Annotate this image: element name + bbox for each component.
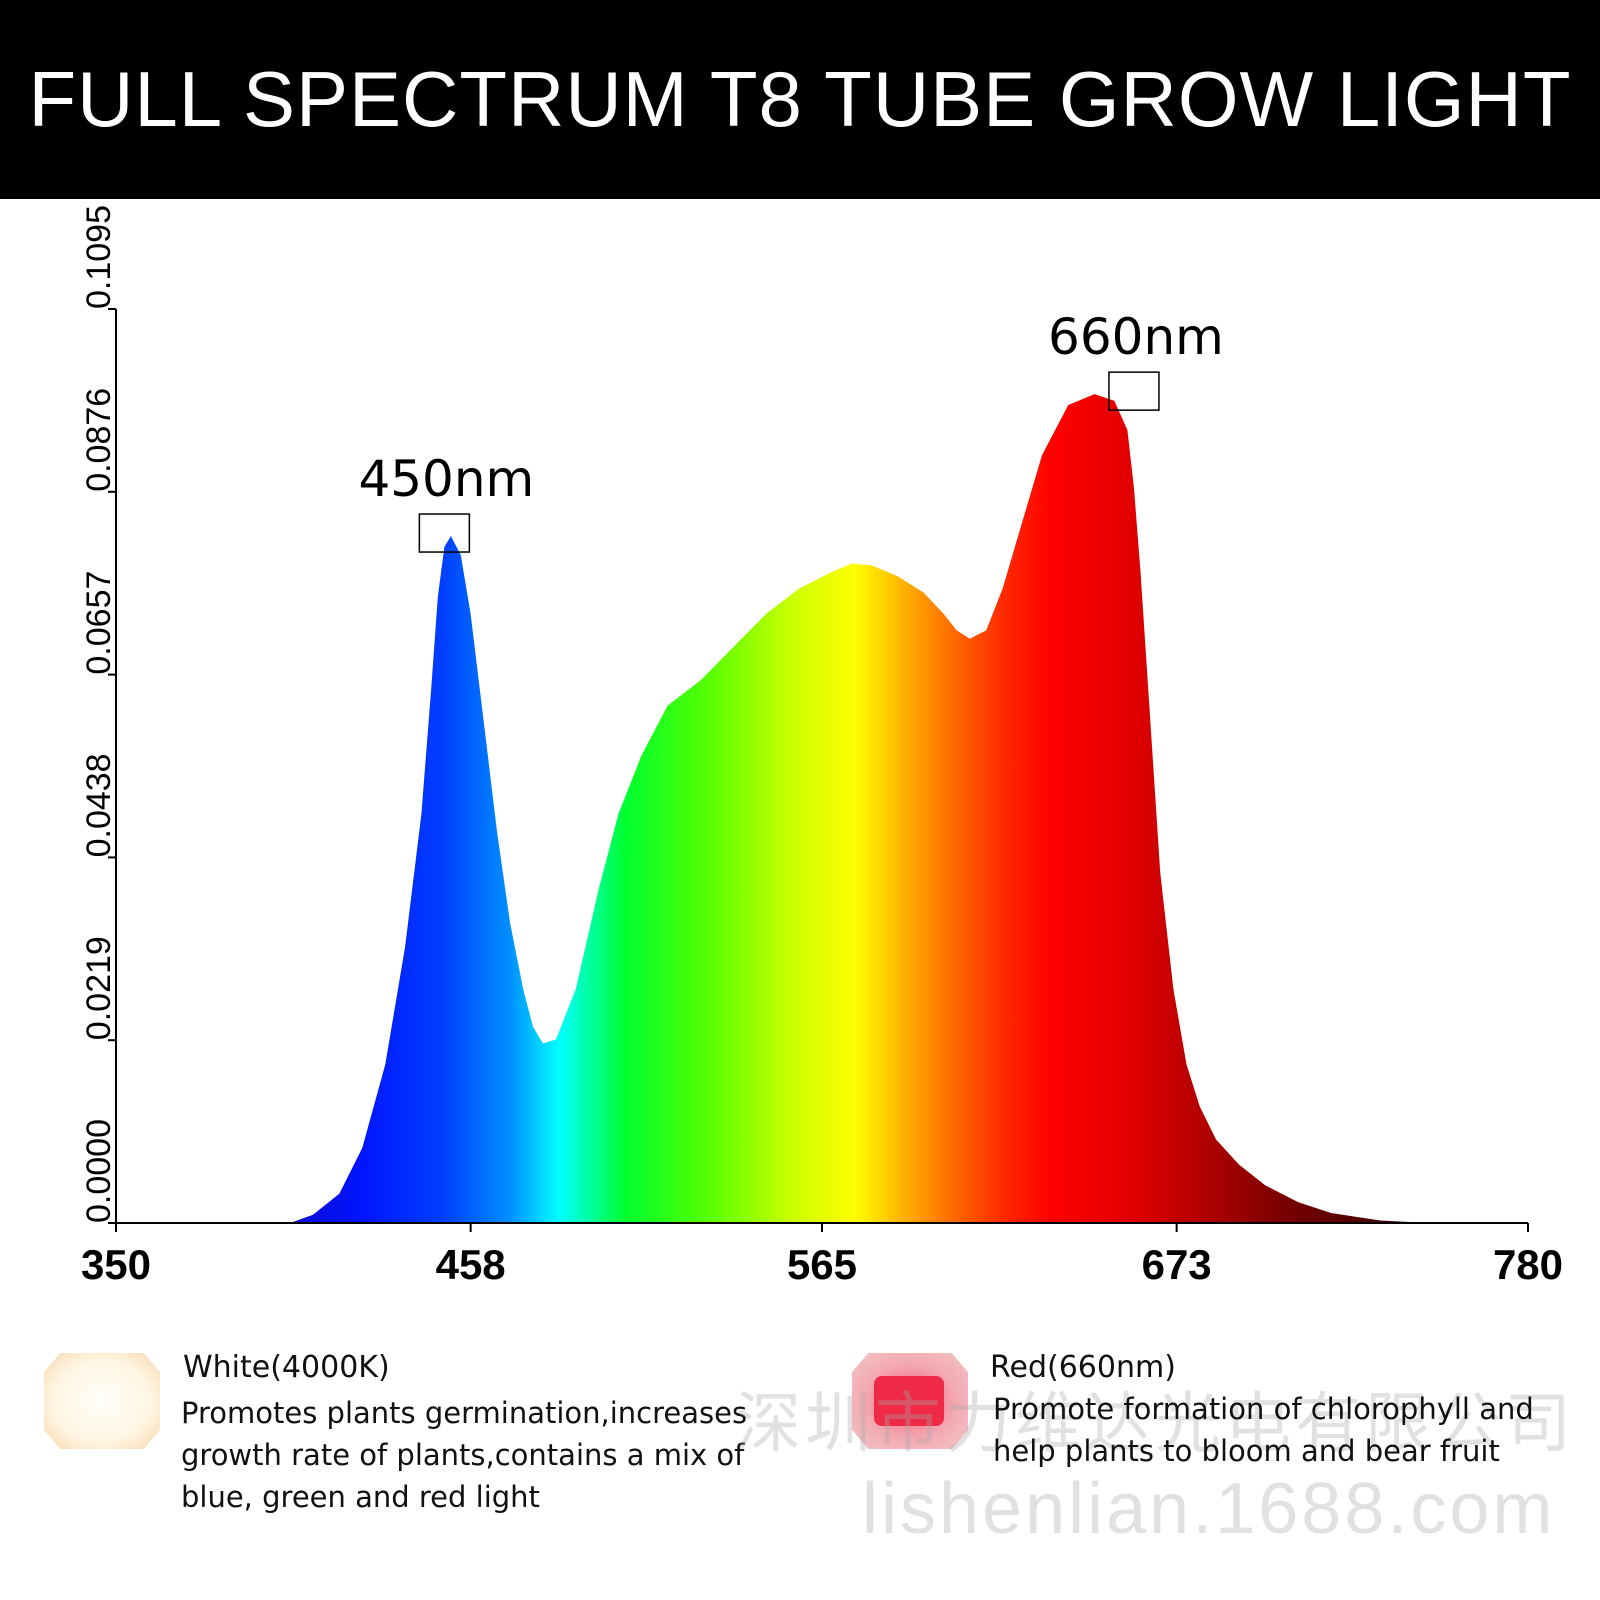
y-tick-label: 0.1095 (80, 205, 118, 309)
y-tick-label: 0.0219 (80, 936, 118, 1040)
y-tick-label: 0.0438 (80, 753, 118, 857)
legend-white-line: blue, green and red light (181, 1480, 540, 1514)
watermark-site: lishenlian.1688.com (862, 1469, 1556, 1549)
y-tick-label: 0.0000 (80, 1119, 118, 1223)
spectrum-area (290, 394, 1512, 1224)
legend-red-line: help plants to bloom and bear fruit (993, 1434, 1500, 1468)
peak-marker-box (418, 513, 471, 553)
legend-white-title: White(4000K) (183, 1350, 390, 1385)
peak-label: 660nm (1048, 308, 1224, 366)
x-tick-label: 565 (787, 1241, 857, 1288)
watermark-company: 深圳市力维达光电有限公司 (735, 1385, 1575, 1462)
x-tick-label: 780 (1493, 1241, 1563, 1288)
header-banner: FULL SPECTRUM T8 TUBE GROW LIGHT (0, 0, 1600, 199)
white-led-swatch-icon (44, 1353, 160, 1449)
legend-white-line: Promotes plants germination,increases (181, 1396, 748, 1430)
y-tick-label: 0.0876 (80, 388, 118, 492)
page-title: FULL SPECTRUM T8 TUBE GROW LIGHT (28, 55, 1572, 143)
y-tick-label: 0.0657 (80, 571, 118, 675)
legend-white-line: growth rate of plants,contains a mix of (181, 1438, 745, 1472)
spectrum-chart: 350 458 565 673 780 0.0000 0.0219 0.0438 0.0657 0… (80, 205, 1563, 1288)
peak-label: 450nm (358, 450, 534, 508)
red-led-chip-icon (874, 1376, 944, 1426)
x-tick-label: 673 (1142, 1241, 1212, 1288)
x-tick-label: 350 (81, 1241, 151, 1288)
peak-marker-box (1108, 371, 1160, 411)
legend-red-description: Promote formation of chlorophyll and hel… (993, 1388, 1534, 1472)
legend-red-title: Red(660nm) (990, 1350, 1176, 1385)
x-tick-label: 458 (436, 1241, 506, 1288)
legend-red-line: Promote formation of chlorophyll and (993, 1392, 1534, 1426)
legend-white-description: Promotes plants germination,increases gr… (181, 1392, 747, 1518)
